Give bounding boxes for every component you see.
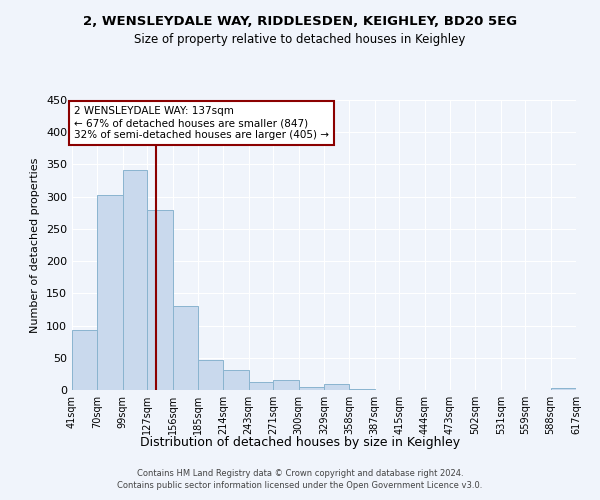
Bar bbox=[173, 306, 198, 390]
Bar bbox=[324, 384, 349, 390]
Bar bbox=[198, 360, 223, 390]
Text: Distribution of detached houses by size in Keighley: Distribution of detached houses by size … bbox=[140, 436, 460, 449]
Bar bbox=[349, 388, 375, 390]
Text: 2, WENSLEYDALE WAY, RIDDLESDEN, KEIGHLEY, BD20 5EG: 2, WENSLEYDALE WAY, RIDDLESDEN, KEIGHLEY… bbox=[83, 15, 517, 28]
Bar bbox=[551, 388, 576, 390]
Bar bbox=[123, 170, 147, 390]
Text: Size of property relative to detached houses in Keighley: Size of property relative to detached ho… bbox=[134, 32, 466, 46]
Bar bbox=[97, 194, 123, 390]
Bar bbox=[147, 210, 173, 390]
Text: 2 WENSLEYDALE WAY: 137sqm
← 67% of detached houses are smaller (847)
32% of semi: 2 WENSLEYDALE WAY: 137sqm ← 67% of detac… bbox=[74, 106, 329, 140]
Bar bbox=[273, 380, 299, 390]
Bar bbox=[72, 330, 97, 390]
Bar bbox=[249, 382, 273, 390]
Y-axis label: Number of detached properties: Number of detached properties bbox=[31, 158, 40, 332]
Text: Contains HM Land Registry data © Crown copyright and database right 2024.: Contains HM Land Registry data © Crown c… bbox=[137, 468, 463, 477]
Bar bbox=[223, 370, 249, 390]
Text: Contains public sector information licensed under the Open Government Licence v3: Contains public sector information licen… bbox=[118, 481, 482, 490]
Bar bbox=[299, 387, 324, 390]
